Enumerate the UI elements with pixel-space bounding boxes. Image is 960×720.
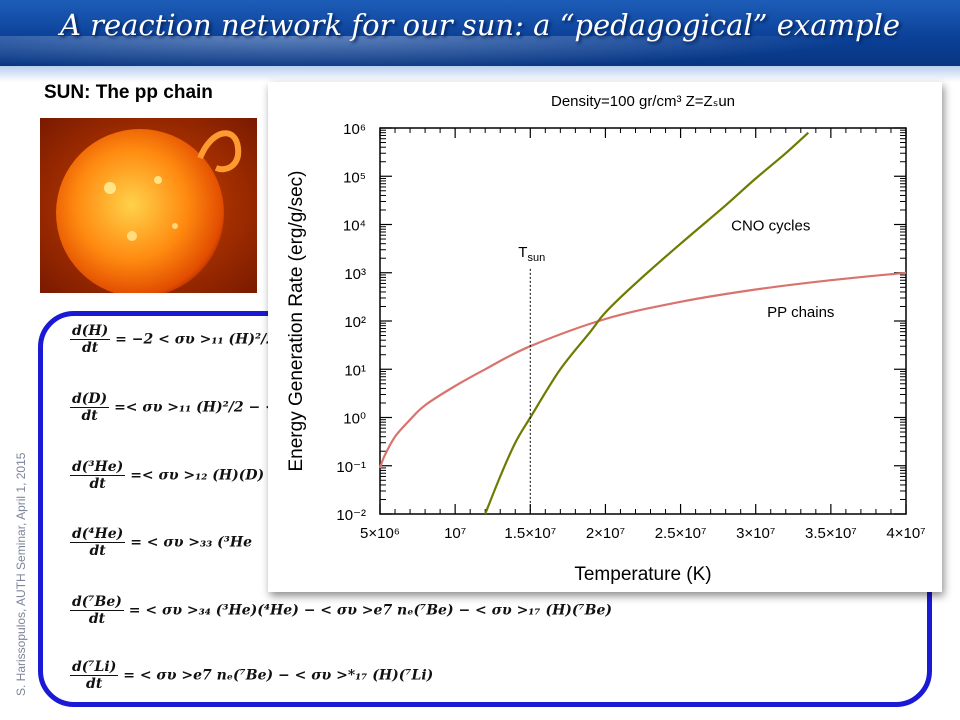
x-tick-label: 3.5×10⁷ bbox=[805, 525, 857, 542]
y-tick-label: 10⁵ bbox=[343, 169, 366, 186]
x-tick-label: 3×10⁷ bbox=[736, 525, 775, 542]
sidebar-credit: S. Harissopulos, AUTH Seminar, April 1, … bbox=[14, 452, 28, 696]
slide-title: A reaction network for our sun: a “pedag… bbox=[59, 8, 901, 42]
equation-dD: d(D) dt =< συ >₁₁ (H)²/2 − < bbox=[70, 391, 277, 424]
t-sun-subscript: sun bbox=[527, 252, 545, 264]
x-tick-label: 2.5×10⁷ bbox=[655, 525, 707, 542]
equation-dBe7: d(⁷Be) dt = < συ >₃₄ (³He)(⁴He) − < συ >e… bbox=[70, 594, 613, 627]
y-axis-label: Energy Generation Rate (erg/g/sec) bbox=[286, 171, 307, 472]
y-tick-label: 10³ bbox=[344, 266, 366, 283]
sun-image bbox=[40, 118, 257, 293]
equation-dHe4: d(⁴He) dt = < συ >₃₃ (³He bbox=[70, 526, 253, 559]
title-band bbox=[0, 66, 960, 82]
y-tick-label: 10⁴ bbox=[343, 218, 366, 235]
x-tick-label: 1.5×10⁷ bbox=[504, 525, 556, 542]
series-label-cno: CNO cycles bbox=[731, 218, 810, 235]
equation-dH: d(H) dt = −2 < συ >₁₁ (H)²/2 bbox=[70, 323, 276, 356]
title-bar: A reaction network for our sun: a “pedag… bbox=[0, 0, 960, 76]
series-label-pp: PP chains bbox=[767, 304, 834, 321]
sun-label: SUN: The pp chain bbox=[44, 82, 213, 103]
y-tick-label: 10⁶ bbox=[343, 121, 366, 138]
chart-title: Density=100 gr/cm³ Z=Zₛun bbox=[551, 93, 735, 110]
t-sun-label: Tsun bbox=[518, 244, 545, 264]
y-tick-label: 10⁻¹ bbox=[336, 459, 366, 476]
x-tick-label: 5×10⁶ bbox=[360, 525, 400, 542]
y-tick-label: 10¹ bbox=[344, 362, 366, 379]
equation-dHe3: d(³He) dt =< συ >₁₂ (H)(D) bbox=[70, 459, 265, 492]
chart-panel: 5×10⁶ 10⁷ 1.5×10⁷ 2×10⁷ 2.5×10⁷ 3×10⁷ 3.5×10⁷ 4… bbox=[268, 82, 942, 592]
x-tick-label: 2×10⁷ bbox=[586, 525, 625, 542]
y-tick-label: 10⁻² bbox=[336, 507, 366, 524]
equation-dLi7: d(⁷Li) dt = < συ >e7 nₑ(⁷Be) − < συ >*₁₇ … bbox=[70, 659, 434, 692]
y-tick-label: 10⁰ bbox=[343, 411, 366, 428]
x-tick-label: 10⁷ bbox=[444, 525, 466, 542]
energy-rate-chart: 5×10⁶ 10⁷ 1.5×10⁷ 2×10⁷ 2.5×10⁷ 3×10⁷ 3.5×10⁷ 4… bbox=[286, 93, 926, 585]
series-line-cno-cycles bbox=[484, 131, 810, 515]
series-line-pp-chains bbox=[378, 271, 907, 469]
x-tick-label: 4×10⁷ bbox=[886, 525, 925, 542]
y-tick-label: 10² bbox=[344, 314, 366, 331]
x-axis-label: Temperature (K) bbox=[574, 564, 711, 585]
